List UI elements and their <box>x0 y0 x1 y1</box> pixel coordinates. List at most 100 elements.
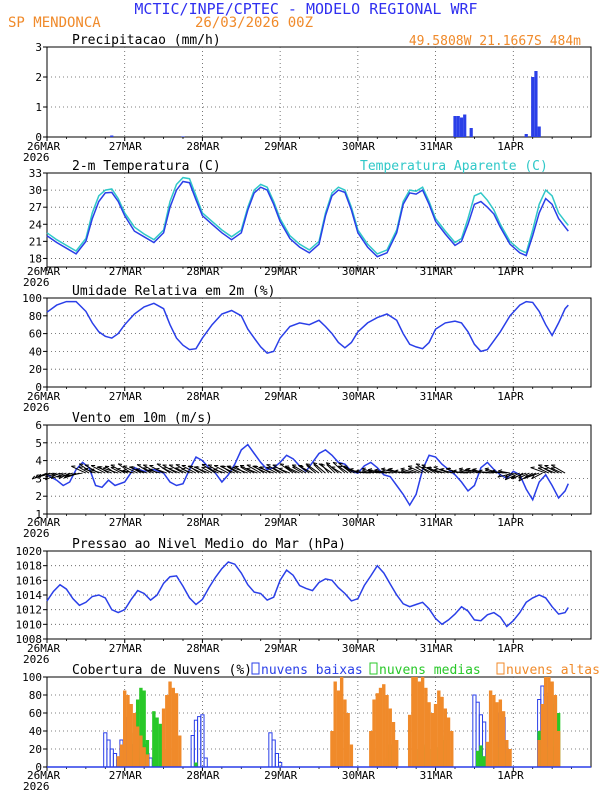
precip-bar <box>110 135 114 137</box>
cloud-bar-medium <box>475 750 480 767</box>
wind-barb-head <box>31 475 36 480</box>
wind-barb <box>332 461 346 474</box>
rh-ytick-label: 100 <box>22 292 42 305</box>
wind-barb-head <box>484 467 489 470</box>
cloud-bar-low <box>109 748 114 768</box>
cloud-bar-high <box>343 699 347 767</box>
cloud-bar-high <box>492 695 496 767</box>
wind-barb-head <box>148 468 153 471</box>
cloud-bar-high <box>430 713 435 767</box>
cloud-bar-high <box>129 704 133 767</box>
wind-barb <box>415 463 430 474</box>
temp-year-label: 2026 <box>23 276 50 289</box>
wind-barb-head <box>332 461 338 464</box>
cloud-bar-high <box>346 713 350 767</box>
clouds-day-label: 30MAR <box>342 769 375 782</box>
wind-barb <box>331 466 342 474</box>
wind-barb <box>421 464 436 474</box>
header-run-date: 26/03/2026 00Z <box>195 15 313 31</box>
rh-day-label: 30MAR <box>342 390 375 403</box>
cloud-bar-high <box>161 708 166 767</box>
clouds-panel: 26MAR 27MAR 28MAR 29MAR 30MAR 31MAR 1APR 2026 0 2… <box>22 662 600 792</box>
cloud-bar-high <box>174 693 179 767</box>
pressure-ytick-label: 1020 <box>16 545 43 558</box>
wind-barb-head <box>354 469 359 473</box>
precip-bar <box>456 116 460 137</box>
wind-barb-head <box>433 468 438 471</box>
wind-barb <box>326 464 336 474</box>
clouds-ytick-label: 100 <box>22 671 42 684</box>
wind-barb-head <box>116 467 121 470</box>
wind-day-label: 30MAR <box>342 516 375 529</box>
cloud-bar-medium <box>145 740 150 767</box>
precip-bar <box>459 117 464 137</box>
wind-barb <box>318 463 333 474</box>
cloud-bar-high <box>437 690 441 767</box>
cloud-bar-high <box>505 740 509 767</box>
wind-barb-head <box>518 477 522 482</box>
cloud-bar-high <box>132 713 137 767</box>
wind-barb <box>312 462 326 474</box>
wind-barb <box>518 472 530 479</box>
cloud-bar-medium <box>479 745 483 767</box>
temp-ytick-label: 27 <box>29 201 42 214</box>
cloud-bar-high <box>547 677 551 767</box>
precip-day-label: 28MAR <box>186 140 219 153</box>
wind-barb <box>213 465 229 474</box>
wind-barb <box>305 463 320 474</box>
wind-barb <box>278 468 291 474</box>
wind-barb <box>459 470 472 474</box>
wind-barb-head <box>445 467 451 470</box>
wind-barb <box>155 468 167 474</box>
wind-barb <box>284 465 300 474</box>
cloud-bar-low <box>472 694 477 768</box>
cloud-bar-high <box>440 696 444 767</box>
wind-barb-head <box>37 473 42 478</box>
temp-ytick-label: 18 <box>29 252 42 265</box>
pressure-ytick-label: 1016 <box>16 574 43 587</box>
wind-barb-head <box>504 476 509 481</box>
rh-ytick-label: 40 <box>29 345 42 358</box>
cloud-bar-high <box>388 708 392 767</box>
temp-day-label: 29MAR <box>264 265 297 278</box>
cloud-bar-high <box>382 684 386 767</box>
wind-barb-head <box>393 469 398 473</box>
cloud-bar-high <box>139 735 143 767</box>
wind-barb <box>550 467 563 474</box>
cloud-bar-high <box>417 681 422 767</box>
wind-barb-head <box>510 475 515 479</box>
wind-barb-head <box>408 467 413 470</box>
wind-barb <box>292 466 304 474</box>
wind-barb <box>66 472 83 477</box>
cloud-bar-high <box>333 681 337 767</box>
cloud-bar-high <box>142 747 146 767</box>
pressure-year-label: 2026 <box>23 653 50 666</box>
wind-barb <box>451 471 468 474</box>
wind-barb-head <box>498 469 503 472</box>
precip-day-label: 1APR <box>497 140 524 153</box>
wind-barb <box>168 468 180 474</box>
cloud-bar-high <box>424 687 428 767</box>
temp-day-label: 26MAR <box>27 265 60 278</box>
wind-ytick-label: 4 <box>35 455 42 468</box>
cloud-bar-high <box>330 731 334 767</box>
wind-barb <box>71 465 87 474</box>
wind-barb <box>181 465 197 474</box>
header-station: SP MENDONCA <box>8 15 101 31</box>
wind-barb <box>498 470 511 474</box>
cloud-bar-high <box>414 677 418 767</box>
cloud-bar-high <box>498 699 503 767</box>
cloud-bar-high <box>553 695 558 767</box>
clouds-ytick-label: 60 <box>29 707 42 720</box>
wind-barb-head <box>313 462 318 465</box>
wind-barb <box>362 470 375 474</box>
wind-barb-head <box>465 468 470 471</box>
cloud-bar-high <box>349 744 354 767</box>
wind-barb <box>226 465 242 474</box>
wind-barb <box>116 468 129 474</box>
rh-ytick-label: 80 <box>29 310 42 323</box>
rh-ytick-label: 0 <box>35 381 42 394</box>
wind-day-label: 26MAR <box>27 516 60 529</box>
clouds-ytick-label: 40 <box>29 725 42 738</box>
wind-barb-head <box>155 467 160 470</box>
